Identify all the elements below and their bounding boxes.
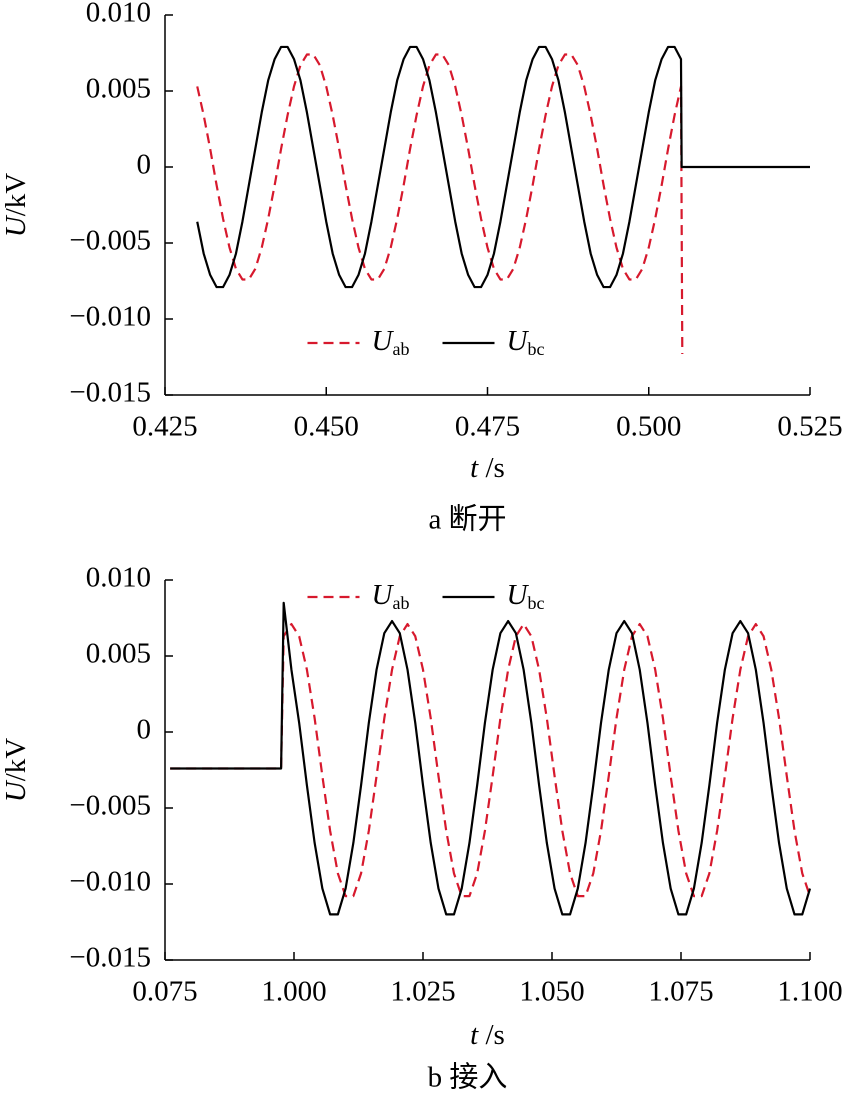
y-tick-label: 0.005 bbox=[86, 73, 151, 105]
y-tick-label: 0 bbox=[137, 149, 152, 181]
legend-label: Ubc bbox=[507, 579, 545, 613]
legend-label: Uab bbox=[372, 579, 410, 613]
x-tick-label: 0.500 bbox=[616, 411, 681, 443]
caption: b 接入 bbox=[428, 1061, 508, 1094]
y-tick-label: −0.015 bbox=[69, 942, 151, 974]
x-axis-label: t /s bbox=[470, 452, 505, 484]
y-tick-label: −0.005 bbox=[69, 790, 151, 822]
x-tick-label: 1.100 bbox=[777, 976, 842, 1008]
x-tick-label: 1.000 bbox=[261, 976, 326, 1008]
y-axis-label: U/kV bbox=[0, 173, 32, 238]
series-line bbox=[170, 601, 812, 916]
x-tick-label: 1.050 bbox=[519, 976, 584, 1008]
y-tick-label: 0.010 bbox=[86, 0, 151, 29]
x-tick-label: 0.475 bbox=[455, 411, 520, 443]
x-tick-label: 0.450 bbox=[294, 411, 359, 443]
x-axis-label: t /s bbox=[470, 1019, 505, 1051]
legend-label: Uab bbox=[372, 325, 410, 359]
y-tick-label: −0.005 bbox=[69, 225, 151, 257]
series-line bbox=[196, 53, 684, 354]
y-tick-label: −0.015 bbox=[69, 377, 151, 409]
y-tick-label: −0.010 bbox=[69, 866, 151, 898]
y-tick-label: 0.005 bbox=[86, 638, 151, 670]
series-line bbox=[196, 45, 810, 289]
y-tick-label: 0.010 bbox=[86, 562, 151, 594]
x-tick-label: 0.425 bbox=[132, 411, 197, 443]
x-tick-label: 0.525 bbox=[777, 411, 842, 443]
x-tick-label: 1.025 bbox=[390, 976, 455, 1008]
y-axis-label: U/kV bbox=[0, 738, 32, 803]
y-tick-label: −0.010 bbox=[69, 301, 151, 333]
series-line bbox=[170, 622, 812, 898]
x-tick-label: 0.075 bbox=[132, 976, 197, 1008]
x-tick-label: 1.075 bbox=[648, 976, 713, 1008]
y-tick-label: 0 bbox=[137, 714, 152, 746]
caption: a 断开 bbox=[428, 503, 506, 536]
legend-label: Ubc bbox=[507, 325, 545, 359]
